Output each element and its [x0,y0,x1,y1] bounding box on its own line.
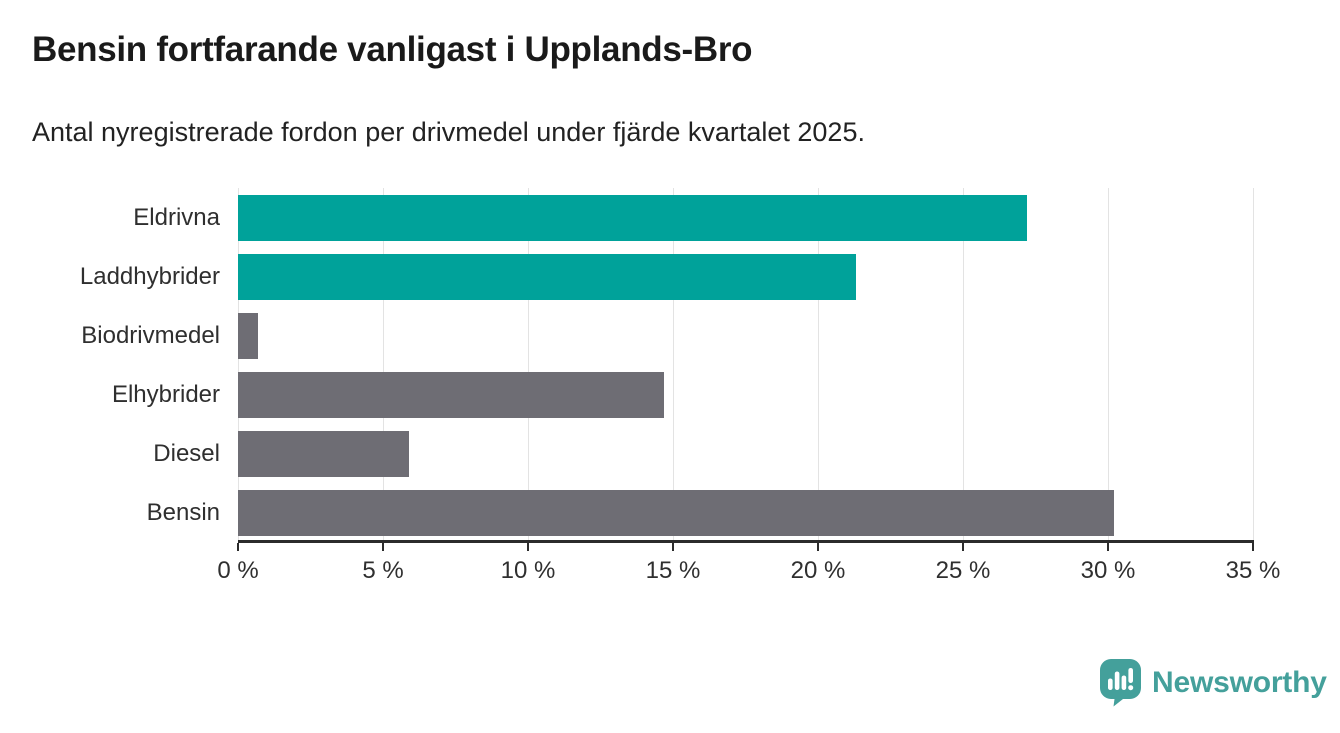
x-tick-mark-25 [962,543,964,551]
x-tick-label-0: 0 % [217,557,259,584]
x-tick-label-20: 20 % [790,557,846,584]
gridline-30 [1108,188,1109,542]
bar-biodrivmedel [238,313,258,359]
x-tick-mark-5 [382,543,384,551]
category-label-elhybrider: Elhybrider [111,381,220,408]
x-tick-mark-0 [237,543,239,551]
brand-footer: Newsworthy [1100,659,1327,707]
gridline-10 [528,188,529,542]
brand-name: Newsworthy [1152,666,1327,699]
x-tick-label-35: 35 % [1225,557,1281,584]
bar-elhybrider [238,372,664,418]
x-axis: 0 % 5 % 10 % 15 % 20 % 25 % 30 % 35 % [217,543,1280,593]
gridline-35 [1253,188,1254,542]
x-tick-label-15: 15 % [645,557,701,584]
plot-area [238,188,1254,542]
gridline-5 [383,188,384,542]
category-label-bensin: Bensin [146,499,220,526]
x-tick-label-10: 10 % [500,557,556,584]
bar-eldrivna [238,195,1027,241]
x-tick-mark-10 [527,543,529,551]
gridline-20 [818,188,819,542]
chart-title: Bensin fortfarande vanligast i Upplands-… [32,30,753,69]
category-label-biodrivmedel: Biodrivmedel [81,322,220,349]
x-tick-label-25: 25 % [935,557,991,584]
x-tick-label-5: 5 % [362,557,404,584]
category-label-laddhybrider: Laddhybrider [79,263,220,290]
x-tick-mark-30 [1107,543,1109,551]
category-label-diesel: Diesel [153,440,220,467]
x-axis-line [238,540,1254,543]
category-label-eldrivna: Eldrivna [133,204,220,231]
x-tick-mark-15 [672,543,674,551]
bar-bensin [238,490,1114,536]
y-axis-category-labels: Eldrivna Laddhybrider Biodrivmedel Elhybrid… [0,188,220,542]
newsworthy-logo-icon [1100,659,1141,707]
x-tick-label-30: 30 % [1080,557,1136,584]
gridline-15 [673,188,674,542]
bar-laddhybrider [238,254,856,300]
gridline-25 [963,188,964,542]
bar-diesel [238,431,409,477]
gridline-0 [238,188,239,542]
x-tick-mark-35 [1252,543,1254,551]
x-tick-mark-20 [817,543,819,551]
chart-subtitle: Antal nyregistrerade fordon per drivmede… [32,117,865,147]
